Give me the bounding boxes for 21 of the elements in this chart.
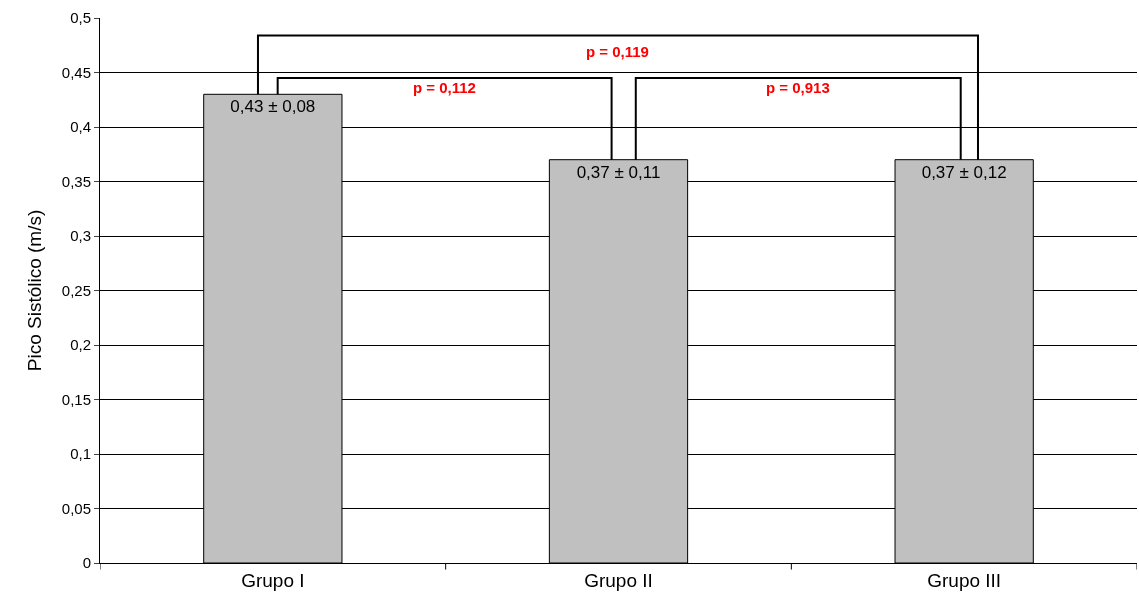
annotation: p = 0,913 bbox=[766, 79, 830, 96]
y-tick-label: 0,4 bbox=[70, 118, 91, 136]
data-label: 0,43 ± 0,08 bbox=[230, 97, 316, 117]
annotation: p = 0,112 bbox=[413, 79, 476, 96]
y-tick-label: 0,1 bbox=[70, 445, 91, 463]
x-tick-label: Grupo III bbox=[927, 569, 1002, 591]
data-label: 0,37 ± 0,11 bbox=[576, 162, 661, 182]
annotation: p = 0,119 bbox=[586, 43, 649, 60]
x-tick-label: Grupo II bbox=[584, 569, 653, 591]
y-tick-label: 0,05 bbox=[61, 499, 91, 517]
y-tick-label: 0,15 bbox=[61, 390, 91, 408]
data-label: 0,37 ± 0,12 bbox=[921, 162, 1007, 182]
y-tick-label: 0,5 bbox=[70, 9, 91, 27]
y-tick-label: 0,3 bbox=[70, 227, 91, 245]
x-tick-label: Grupo I bbox=[241, 569, 305, 591]
y-tick-label: 0 bbox=[82, 554, 91, 572]
y-tick-label: 0,25 bbox=[61, 281, 91, 299]
y-tick-label: 0,35 bbox=[61, 172, 91, 190]
y-tick-label: 0,2 bbox=[70, 336, 91, 354]
y-axis-title: Pico Sistólico (m/s) bbox=[23, 209, 45, 372]
y-tick-label: 0,45 bbox=[61, 63, 91, 81]
